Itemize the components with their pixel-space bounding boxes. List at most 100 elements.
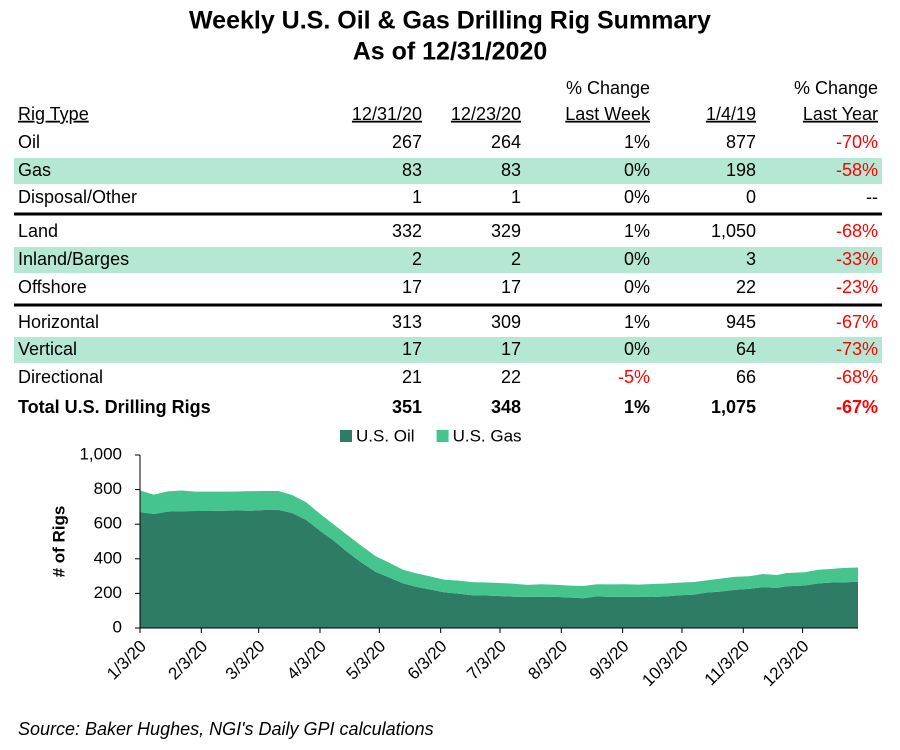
y-axis-title: # of Rigs bbox=[49, 506, 68, 578]
column-header: Last Week bbox=[565, 104, 651, 124]
table-cell: -68% bbox=[836, 221, 878, 241]
table-cell: 64 bbox=[736, 339, 756, 359]
row-label: Oil bbox=[18, 132, 40, 152]
table-cell: -68% bbox=[836, 367, 878, 387]
x-tick-label: 11/3/20 bbox=[701, 637, 754, 690]
x-tick-label: 3/3/20 bbox=[222, 637, 269, 684]
table-cell: 264 bbox=[491, 132, 521, 152]
table-cell: 267 bbox=[392, 132, 422, 152]
table-cell: 0% bbox=[624, 160, 650, 180]
legend-swatch bbox=[436, 430, 449, 442]
column-header: % Change bbox=[794, 78, 878, 98]
table-cell: 1% bbox=[624, 221, 650, 241]
table-cell: 877 bbox=[726, 132, 756, 152]
column-header: Rig Type bbox=[18, 104, 89, 124]
legend-label: U.S. Oil bbox=[356, 426, 415, 445]
table-cell: 83 bbox=[402, 160, 422, 180]
table-cell: 313 bbox=[392, 312, 422, 332]
table-cell: 198 bbox=[726, 160, 756, 180]
row-label: Vertical bbox=[18, 339, 77, 359]
table-cell: 351 bbox=[392, 397, 422, 417]
table-cell: 22 bbox=[736, 277, 756, 297]
table-cell: 0% bbox=[624, 339, 650, 359]
row-label: Land bbox=[18, 221, 58, 241]
column-header: 1/4/19 bbox=[706, 104, 756, 124]
table-cell: -- bbox=[866, 187, 878, 207]
x-tick-label: 10/3/20 bbox=[638, 637, 692, 691]
row-label: Offshore bbox=[18, 277, 87, 297]
table-cell: 348 bbox=[491, 397, 521, 417]
row-highlight bbox=[14, 337, 882, 363]
table-cell: -67% bbox=[836, 397, 878, 417]
table-cell: 0% bbox=[624, 277, 650, 297]
table-cell: -67% bbox=[836, 312, 878, 332]
table-cell: 1,050 bbox=[711, 221, 756, 241]
x-tick-label: 12/3/20 bbox=[759, 637, 813, 691]
table-cell: -23% bbox=[836, 277, 878, 297]
table-cell: 0 bbox=[746, 187, 756, 207]
table-cell: 83 bbox=[501, 160, 521, 180]
table-cell: 1 bbox=[511, 187, 521, 207]
row-label: Total U.S. Drilling Rigs bbox=[18, 397, 211, 417]
table-cell: 332 bbox=[392, 221, 422, 241]
row-label: Directional bbox=[18, 367, 103, 387]
table-cell: -58% bbox=[836, 160, 878, 180]
table-cell: 1 bbox=[412, 187, 422, 207]
column-header: % Change bbox=[566, 78, 650, 98]
table-cell: 3 bbox=[746, 249, 756, 269]
y-tick-label: 400 bbox=[94, 548, 122, 567]
table-cell: -70% bbox=[836, 132, 878, 152]
y-tick-label: 0 bbox=[113, 617, 122, 636]
table-cell: 2 bbox=[412, 249, 422, 269]
area-series bbox=[140, 490, 858, 599]
legend-swatch bbox=[340, 430, 352, 442]
x-tick-label: 1/3/20 bbox=[103, 637, 150, 684]
table-cell: -5% bbox=[618, 367, 650, 387]
y-tick-label: 800 bbox=[94, 479, 122, 498]
row-highlight bbox=[14, 158, 882, 184]
y-tick-label: 600 bbox=[94, 514, 122, 533]
row-label: Horizontal bbox=[18, 312, 99, 332]
title-line: As of 12/31/2020 bbox=[353, 38, 548, 66]
column-header: 12/23/20 bbox=[451, 104, 521, 124]
table-cell: 1% bbox=[624, 312, 650, 332]
table-cell: 945 bbox=[726, 312, 756, 332]
x-tick-label: 6/3/20 bbox=[404, 637, 451, 684]
table-cell: 0% bbox=[624, 249, 650, 269]
table-cell: 0% bbox=[624, 187, 650, 207]
column-header: Last Year bbox=[803, 104, 878, 124]
row-highlight bbox=[14, 247, 882, 273]
table-cell: 21 bbox=[402, 367, 422, 387]
y-tick-label: 200 bbox=[94, 583, 122, 602]
row-label: Inland/Barges bbox=[18, 249, 129, 269]
table-cell: 17 bbox=[501, 277, 521, 297]
table-cell: 66 bbox=[736, 367, 756, 387]
x-tick-label: 5/3/20 bbox=[342, 637, 389, 684]
row-label: Gas bbox=[18, 160, 51, 180]
legend-label: U.S. Gas bbox=[453, 426, 522, 445]
row-label: Disposal/Other bbox=[18, 187, 137, 207]
table-cell: 17 bbox=[402, 277, 422, 297]
x-tick-label: 7/3/20 bbox=[463, 637, 510, 684]
table-cell: -33% bbox=[836, 249, 878, 269]
area-series bbox=[140, 509, 858, 628]
table-cell: -73% bbox=[836, 339, 878, 359]
table-cell: 22 bbox=[501, 367, 521, 387]
table-cell: 1% bbox=[624, 132, 650, 152]
table-cell: 2 bbox=[511, 249, 521, 269]
table-cell: 1,075 bbox=[711, 397, 756, 417]
table-cell: 329 bbox=[491, 221, 521, 241]
x-tick-label: 4/3/20 bbox=[283, 637, 330, 684]
x-tick-label: 2/3/20 bbox=[164, 637, 211, 684]
table-cell: 17 bbox=[501, 339, 521, 359]
table-cell: 309 bbox=[491, 312, 521, 332]
title-line: Weekly U.S. Oil & Gas Drilling Rig Summa… bbox=[189, 7, 711, 35]
y-tick-label: 1,000 bbox=[79, 444, 122, 463]
x-tick-label: 9/3/20 bbox=[586, 637, 633, 684]
table-cell: 1% bbox=[624, 397, 650, 417]
column-header: 12/31/20 bbox=[352, 104, 422, 124]
table-cell: 17 bbox=[402, 339, 422, 359]
x-tick-label: 8/3/20 bbox=[524, 637, 571, 684]
